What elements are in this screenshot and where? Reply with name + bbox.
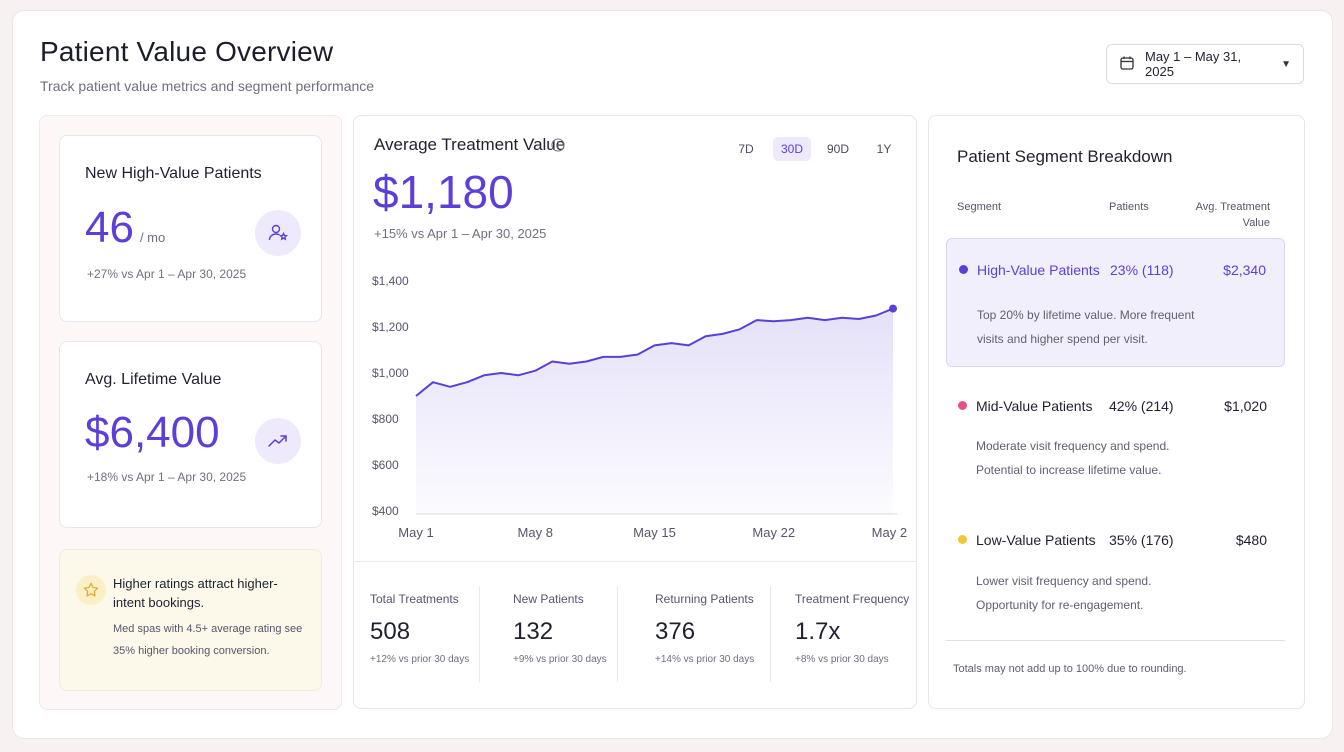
segment-desc: Top 20% by lifetime value. More frequent…: [977, 308, 1195, 346]
segment-dot: [958, 401, 967, 410]
page-subtitle: Track patient value metrics and segment …: [40, 78, 375, 94]
lifetime-value-card: Avg. Lifetime Value $6,400 +18% vs Apr 1…: [59, 341, 322, 528]
metric-label: New Patients: [513, 592, 584, 606]
metric-delta: +12% vs prior 30 days: [370, 654, 470, 665]
x-tick-label: May 15: [633, 525, 676, 540]
segment-note: Totals may not add up to 100% due to rou…: [953, 663, 1187, 675]
card-unit: / mo: [139, 230, 166, 245]
y-tick-label: $600: [372, 458, 399, 472]
segment-name: Low-Value Patients: [976, 532, 1096, 548]
segment-pct: 35% (176): [1109, 532, 1174, 548]
metric-label: Total Treatments: [370, 592, 459, 606]
metric-label: Returning Patients: [655, 592, 754, 606]
card-delta: +18% vs Apr 1 – Apr 30, 2025: [87, 470, 247, 484]
trend-up-icon: [255, 418, 301, 464]
metrics-divider: [354, 561, 916, 562]
metric-separator: [617, 586, 618, 682]
tab-1y[interactable]: 1Y: [876, 142, 892, 156]
series-area: [416, 308, 893, 514]
calendar-icon: [1119, 55, 1135, 74]
segment-name: High-Value Patients: [977, 262, 1100, 278]
col-header-segment: Segment: [957, 201, 1002, 213]
user-star-icon: [255, 210, 301, 256]
y-tick-label: $1,400: [372, 274, 409, 288]
y-tick-label: $400: [372, 504, 399, 518]
segment-pct: 42% (214): [1109, 398, 1174, 414]
card-value: 46/ mo: [85, 203, 166, 252]
y-tick-label: $1,000: [372, 366, 409, 380]
card-delta: +27% vs Apr 1 – Apr 30, 2025: [87, 267, 247, 281]
x-tick-label: May 8: [518, 525, 553, 540]
page-title: Patient Value Overview: [40, 36, 334, 67]
col-header-patients: Patients: [1109, 201, 1149, 213]
y-tick-label: $800: [372, 412, 399, 426]
y-tick-label: $1,200: [372, 320, 409, 334]
metric-new-patients: New Patients 132 +9% vs prior 30 days: [513, 592, 607, 665]
star-icon: [76, 575, 106, 605]
segment-name: Mid-Value Patients: [976, 398, 1093, 414]
treatment-title: Average Treatment Value: [374, 135, 566, 154]
segment-pct: 23% (118): [1110, 262, 1174, 278]
metric-total-treatments: Total Treatments 508 +12% vs prior 30 da…: [370, 592, 469, 665]
segment-value: $2,340: [1223, 262, 1266, 278]
last-data-point: [889, 304, 897, 313]
card-label: New High-Value Patients: [85, 165, 262, 182]
segment-value: $480: [1235, 532, 1267, 548]
date-range-label: May 1 – May 31, 2025: [1145, 49, 1242, 79]
high-value-patients-card: New High-Value Patients 46/ mo +27% vs A…: [59, 135, 322, 322]
segment-row-high[interactable]: High-Value Patients 23% (118) $2,340 Top…: [946, 238, 1285, 367]
segment-row-low[interactable]: Low-Value Patients 35% (176) $480 Lower …: [946, 515, 1285, 625]
metric-delta: +14% vs prior 30 days: [655, 654, 755, 665]
range-tabs: 7D 30D 90D 1Y: [727, 137, 903, 161]
metric-delta: +8% vs prior 30 days: [795, 654, 889, 665]
treatment-delta: +15% vs Apr 1 – Apr 30, 2025: [374, 226, 547, 241]
segment-desc: Lower visit frequency and spend. Opportu…: [976, 574, 1152, 612]
metric-separator: [479, 586, 480, 682]
treatment-value-chart: $1,400 $1,200 $1,000 $800 $600 $400 May 1 May 8…: [372, 274, 907, 540]
x-tick-label: May 29: [872, 525, 907, 540]
metric-value: 132: [513, 618, 554, 645]
segment-dot: [959, 265, 968, 274]
series-line: [415, 307, 894, 397]
rating-tip-card: Higher ratings attract higher-intent boo…: [59, 549, 322, 691]
segment-dot: [958, 535, 967, 544]
segment-row-mid[interactable]: Mid-Value Patients 42% (214) $1,020 Mode…: [946, 380, 1285, 490]
metric-value: 508: [370, 618, 411, 645]
segment-divider: [946, 640, 1285, 641]
tab-90d[interactable]: 90D: [826, 142, 849, 156]
x-tick-label: May 1: [398, 525, 433, 540]
treatment-value: $1,180: [373, 166, 514, 218]
tab-7d[interactable]: 7D: [738, 142, 754, 156]
metric-label: Treatment Frequency: [795, 592, 910, 606]
x-tick-label: May 22: [752, 525, 795, 540]
info-icon[interactable]: [551, 138, 565, 157]
tab-30d[interactable]: 30D: [773, 137, 811, 161]
metric-separator: [770, 586, 771, 682]
metric-value: 1.7x: [795, 618, 841, 645]
caret-down-icon: ▼: [1281, 58, 1291, 70]
segment-desc: Moderate visit frequency and spend. Pote…: [976, 439, 1170, 477]
metric-value: 376: [655, 618, 696, 645]
tip-body: Med spas with 4.5+ average rating see 35…: [113, 623, 303, 657]
metric-returning-patients: Returning Patients 376 +14% vs prior 30 …: [655, 592, 754, 665]
segment-title: Patient Segment Breakdown: [957, 147, 1173, 166]
date-range-picker[interactable]: May 1 – May 31, 2025 ▼: [1106, 44, 1304, 84]
segment-value: $1,020: [1224, 398, 1267, 414]
segment-breakdown-card: [928, 115, 1305, 709]
col-header-avg-value: Avg. Treatment Value: [1195, 201, 1270, 229]
metric-delta: +9% vs prior 30 days: [513, 654, 607, 665]
tip-title: Higher ratings attract higher-intent boo…: [113, 576, 278, 610]
card-value: $6,400: [85, 408, 220, 457]
metric-treatment-frequency: Treatment Frequency 1.7x +8% vs prior 30…: [795, 592, 909, 665]
card-label: Avg. Lifetime Value: [85, 371, 222, 388]
